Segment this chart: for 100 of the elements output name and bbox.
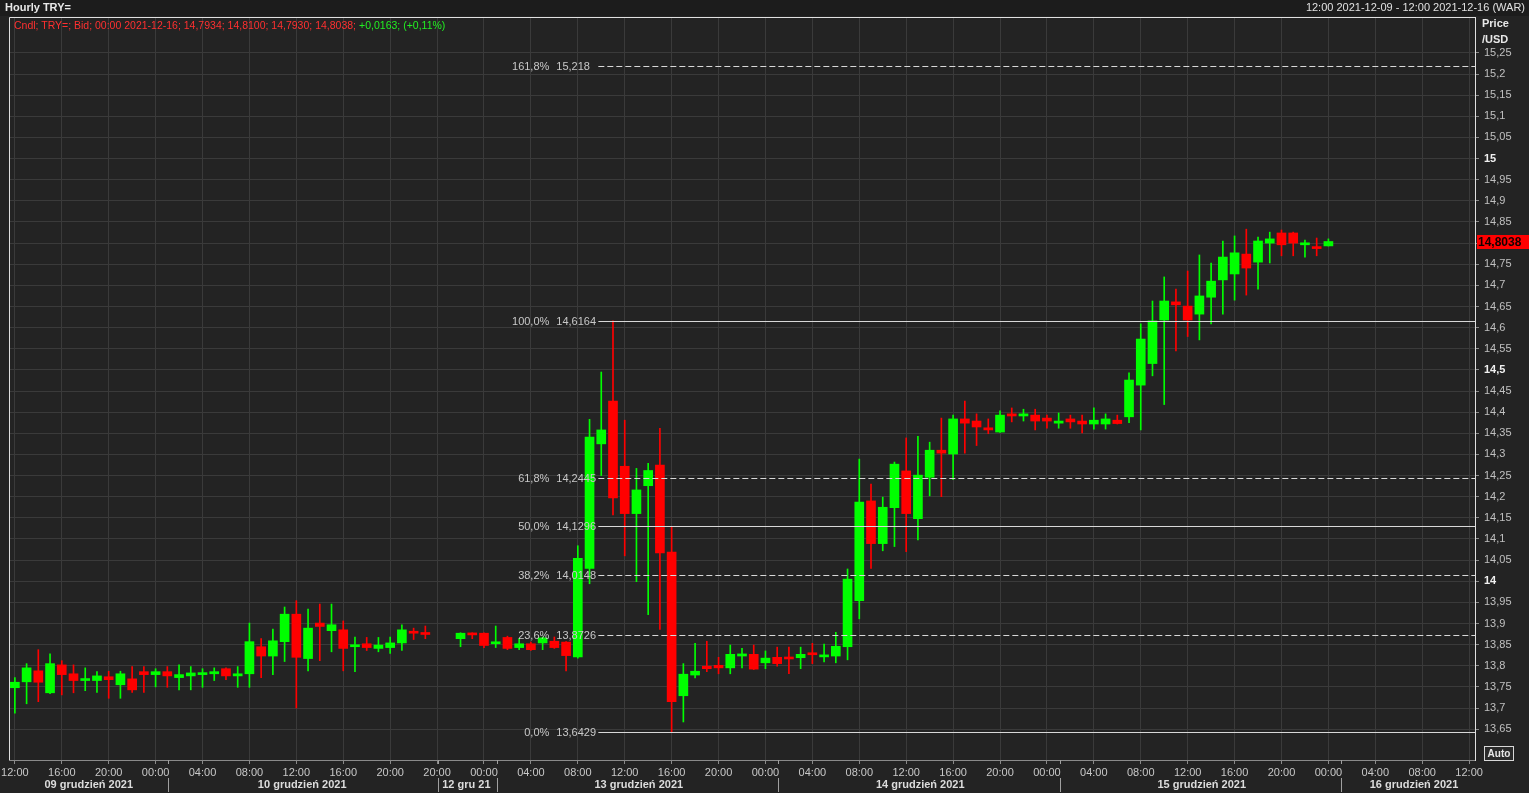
candlestick	[174, 664, 184, 691]
x-tick-label: 04:00	[188, 765, 217, 778]
chart-title: Hourly TRY=	[5, 1, 71, 13]
x-tick-label: 08:00	[235, 765, 264, 778]
annotation: 23,6%	[518, 628, 550, 641]
candlestick	[33, 649, 44, 703]
x-tick-label: 00:00	[470, 765, 498, 778]
y-tick-label: 15,1	[1484, 109, 1506, 122]
y-tick-label: 14,4	[1484, 405, 1506, 418]
y-tick-label: 14	[1484, 574, 1498, 587]
y-tick-label: 14,2	[1484, 489, 1506, 502]
x-tick-label: 00:00	[751, 765, 780, 778]
y-tick-label: 14,05	[1484, 553, 1512, 566]
x-tick-label: 04:00	[517, 765, 545, 778]
x-tick-label: 00:00	[141, 765, 170, 778]
x-tick-label: 04:00	[798, 765, 827, 778]
text: 16 grudzień 2021	[1369, 777, 1459, 790]
y-tick-label: 15	[1484, 151, 1497, 164]
y-tick-label: 14,1	[1484, 531, 1506, 544]
x-tick-label: 20:00	[986, 765, 1014, 778]
y-tick-label: 14,7	[1484, 278, 1506, 291]
y-tick-label: 14,95	[1484, 172, 1512, 185]
candlestick	[643, 462, 654, 615]
x-tick-label: 04:00	[1080, 765, 1108, 778]
text: 14,8038	[1478, 234, 1522, 249]
candlestick	[209, 667, 220, 681]
candlestick	[1241, 228, 1252, 296]
y-tick-label: 13,9	[1484, 616, 1506, 629]
candlestick	[10, 677, 20, 714]
candlestick	[690, 643, 700, 679]
candlestick	[1089, 407, 1099, 430]
x-tick-label: 20:00	[94, 765, 123, 778]
y-tick-label: 14,5	[1484, 362, 1506, 375]
text: 14 grudzień 2021	[875, 777, 965, 790]
x-tick-label: 12:00	[892, 765, 920, 778]
y-tick-label: 14,45	[1484, 384, 1512, 397]
candlestick	[80, 667, 91, 692]
y-tick-label: 15,05	[1484, 130, 1512, 143]
y-tick-label: 14,3	[1484, 447, 1506, 460]
y-tick-label: 14,65	[1484, 299, 1512, 312]
x-tick-label: 20:00	[376, 765, 404, 778]
y-tick-label: 14,85	[1484, 215, 1512, 228]
candlestick	[162, 666, 173, 688]
auto-button: Auto	[1484, 746, 1514, 761]
ref-line-label: 15,218	[556, 59, 590, 72]
x-tick-label: 16:00	[329, 765, 358, 778]
annotation: 161,8%	[512, 59, 550, 72]
candlestick	[256, 638, 266, 678]
text: 10 grudzień 2021	[257, 777, 347, 790]
candlestick	[1311, 237, 1322, 257]
annotation: 38,2%	[518, 568, 550, 581]
annotation: 0,0%	[524, 725, 550, 738]
y-tick-label: 14,6	[1484, 320, 1506, 333]
chart-subtitle: 12:00 2021-12-09 - 12:00 2021-12-16 (WAR)	[1305, 1, 1525, 13]
x-tick-label: 16:00	[939, 765, 967, 778]
y-tick-label: 15,2	[1484, 67, 1506, 80]
text: 15 grudzień 2021	[1157, 777, 1247, 790]
x-tick-label: 20:00	[423, 765, 451, 778]
candlestick	[490, 625, 501, 648]
x-tick-label: 20:00	[704, 765, 733, 778]
x-tick-label: 08:00	[564, 765, 592, 778]
x-tick-label: 08:00	[845, 765, 874, 778]
candlestick	[103, 670, 114, 699]
ref-line-label: 14,6164	[556, 314, 597, 327]
x-tick-label: 04:00	[1361, 765, 1390, 778]
x-tick-label: 16:00	[657, 765, 686, 778]
annotation: 61,8%	[518, 471, 550, 484]
y-axis-title: Price /USD	[1482, 17, 1509, 46]
y-tick-label: 13,85	[1484, 637, 1512, 650]
candlestick	[983, 418, 994, 435]
y-tick-label: 13,95	[1484, 595, 1512, 608]
x-tick-label: 16:00	[48, 765, 76, 778]
y-tick-label: 15,15	[1484, 88, 1512, 101]
x-tick-label: 20:00	[1267, 765, 1296, 778]
x-tick-label: 00:00	[1033, 765, 1061, 778]
candlestick	[596, 371, 607, 476]
y-tick-label: 14,9	[1484, 193, 1506, 206]
y-tick-label: 13,75	[1484, 679, 1512, 692]
candlestick	[1159, 276, 1170, 405]
text: 13 grudzień 2021	[594, 777, 684, 790]
x-tick-label: 12:00	[282, 765, 311, 778]
x-tick-label: 08:00	[1408, 765, 1436, 778]
x-tick-label: 12:00	[1173, 765, 1202, 778]
y-tick-label: 14,25	[1484, 468, 1512, 481]
candlestick	[92, 671, 102, 693]
y-tick-label: 15,25	[1484, 45, 1512, 58]
x-tick-label: 12:00	[1, 765, 29, 778]
annotation: 50,0%	[518, 519, 550, 532]
y-tick-label: 14,55	[1484, 341, 1512, 354]
candlestick	[314, 603, 325, 662]
ref-line-label: 13,6429	[556, 725, 597, 738]
y-tick-label: 14,35	[1484, 426, 1512, 439]
candlestick	[350, 636, 360, 672]
y-tick-label: 14,75	[1484, 257, 1512, 270]
y-tick-label: 13,8	[1484, 658, 1506, 671]
x-tick-label: 16:00	[1220, 765, 1249, 778]
x-tick-label: 12:00	[1455, 765, 1483, 778]
y-tick-label: 14,15	[1484, 510, 1512, 523]
candlestick	[701, 640, 712, 672]
x-tick-label: 12:00	[610, 765, 639, 778]
